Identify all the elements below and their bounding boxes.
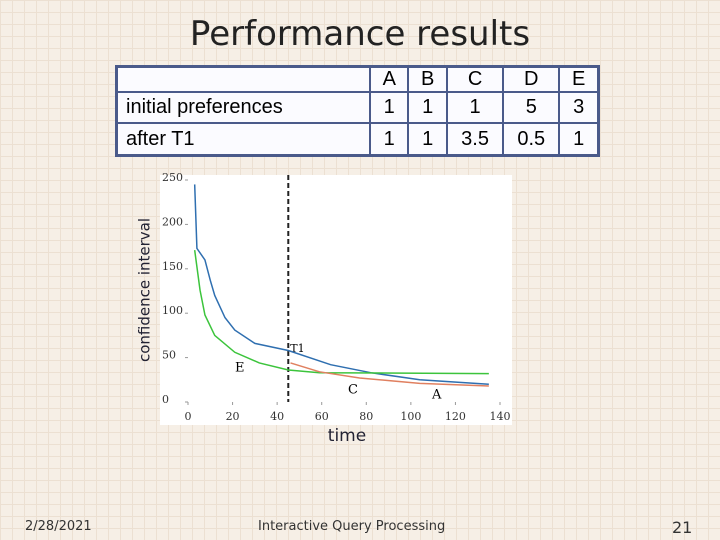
annotation: A — [431, 388, 442, 403]
page-number: 21 — [672, 518, 693, 537]
cell: 1 — [407, 122, 448, 157]
column-header: B — [407, 65, 448, 93]
header-cell — [115, 65, 371, 93]
series-line — [290, 362, 489, 387]
x-tick-label: 0 — [185, 410, 192, 423]
cell: 1 — [368, 122, 410, 157]
cell: 1 — [407, 90, 448, 125]
x-tick-label: 20 — [226, 410, 240, 423]
x-tick-label: 80 — [359, 410, 373, 423]
cell: 0.5 — [502, 122, 561, 157]
y-tick-label: 100 — [162, 304, 183, 317]
cell: 3.5 — [445, 122, 505, 157]
x-tick-label: 100 — [400, 410, 421, 423]
cell: 1 — [445, 90, 505, 125]
series-line — [193, 250, 489, 375]
cell: 5 — [502, 90, 561, 125]
date: 2/28/2021 — [25, 519, 92, 534]
chart-background — [160, 175, 512, 425]
slide-title: Performance results — [189, 14, 531, 54]
x-axis-label: time — [328, 426, 366, 446]
y-tick-label: 200 — [162, 215, 183, 228]
footer-text: Interactive Query Processing — [258, 519, 446, 534]
cell: 3 — [558, 90, 600, 125]
cell: 1 — [558, 122, 600, 157]
row-label: initial preferences — [115, 90, 371, 125]
table-row: after T1 1 1 3.5 0.5 1 — [115, 122, 600, 157]
row-label: after T1 — [115, 122, 371, 157]
cell: 1 — [368, 90, 410, 125]
y-tick-label: 150 — [162, 260, 183, 273]
annotation: E — [235, 361, 245, 376]
x-tick-label: 60 — [315, 410, 329, 423]
x-tick-label: 120 — [445, 410, 466, 423]
y-axis-label: confidence interval — [136, 218, 154, 362]
y-tick-label: 250 — [162, 171, 183, 184]
table-row: initial preferences 1 1 1 5 3 — [115, 90, 600, 125]
y-tick-label: 0 — [162, 393, 169, 406]
x-tick-label: 40 — [270, 410, 284, 423]
x-tick-label: 140 — [490, 410, 511, 423]
annotation: C — [348, 383, 358, 398]
y-tick-label: 50 — [162, 349, 176, 362]
